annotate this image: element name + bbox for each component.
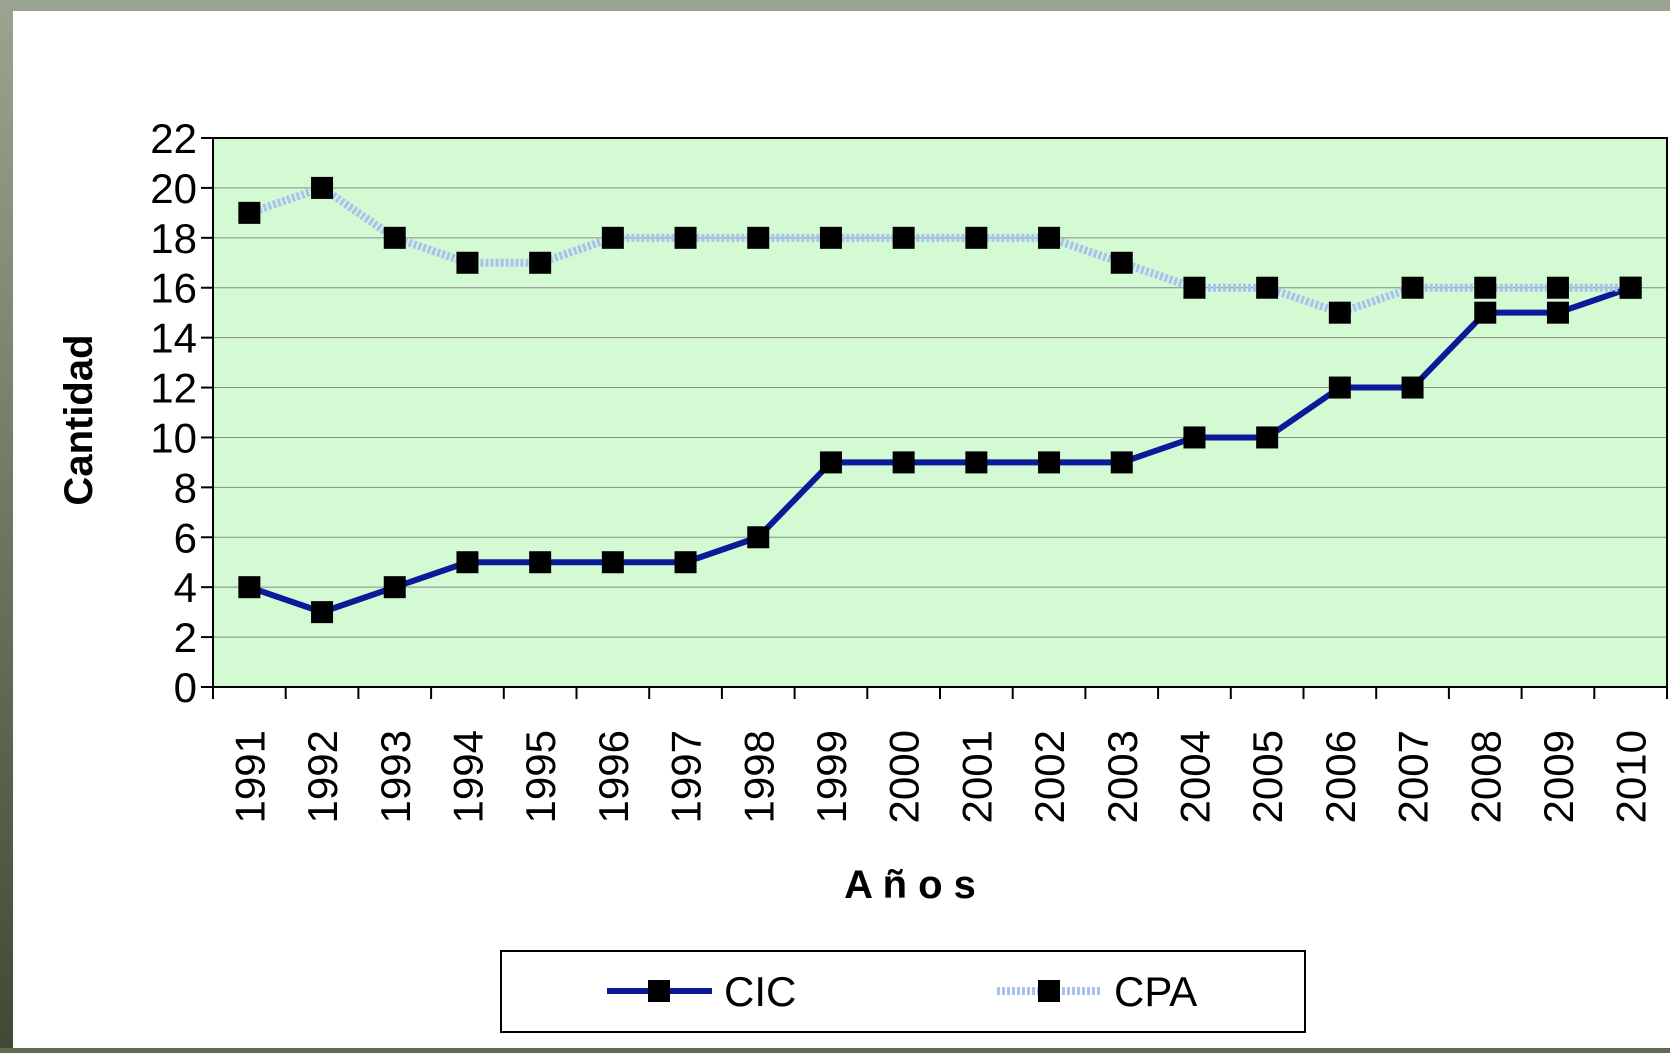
marker	[383, 576, 406, 599]
marker	[674, 226, 697, 249]
x-tick-label: 2002	[1026, 730, 1073, 823]
marker	[601, 226, 624, 249]
x-tick-label: 2010	[1608, 730, 1655, 823]
marker	[238, 576, 261, 599]
y-tick-label: 4	[174, 564, 197, 611]
marker	[965, 226, 988, 249]
y-tick-label: 8	[174, 464, 197, 511]
series-line	[248, 284, 1632, 616]
marker	[1183, 276, 1206, 299]
x-tick-label: 2007	[1390, 730, 1437, 823]
marker	[601, 551, 624, 574]
marker	[1401, 276, 1424, 299]
plot-area	[213, 138, 1667, 687]
x-tick-label: 1995	[517, 730, 564, 823]
marker	[1110, 251, 1133, 274]
x-tick-label: 2005	[1244, 730, 1291, 823]
marker	[1183, 426, 1206, 449]
marker	[456, 551, 479, 574]
marker	[1256, 276, 1279, 299]
marker	[1474, 301, 1497, 324]
x-tick-label: 1996	[590, 730, 637, 823]
marker	[965, 451, 988, 474]
x-tick-label: 2003	[1099, 730, 1146, 823]
marker	[1328, 376, 1351, 399]
y-tick-label: 10	[150, 414, 197, 461]
y-tick-label: 20	[150, 165, 197, 212]
x-tick-label: 1992	[299, 730, 346, 823]
x-axis-label: A ñ o s	[844, 863, 976, 907]
legend-marker	[648, 980, 670, 1002]
marker	[747, 526, 770, 549]
marker	[819, 451, 842, 474]
y-axis-label: Cantidad	[57, 334, 101, 505]
marker	[1619, 276, 1642, 299]
y-tick-label: 16	[150, 265, 197, 312]
x-tick-label: 1993	[372, 730, 419, 823]
marker	[238, 201, 261, 224]
marker	[311, 176, 334, 199]
x-tick-label: 1997	[663, 730, 710, 823]
y-tick-label: 22	[150, 115, 197, 162]
marker	[892, 226, 915, 249]
marker	[674, 551, 697, 574]
x-tick-label: 2009	[1535, 730, 1582, 823]
legend-marker	[1038, 980, 1060, 1002]
marker	[456, 251, 479, 274]
x-tick-label: 2006	[1317, 730, 1364, 823]
x-tick-label: 1994	[444, 730, 491, 823]
y-tick-label: 12	[150, 365, 197, 412]
x-tick-label: 2000	[881, 730, 928, 823]
marker	[1401, 376, 1424, 399]
marker	[311, 601, 334, 624]
x-tick-label: 1999	[808, 730, 855, 823]
legend-label: CIC	[724, 968, 796, 1015]
x-tick-label: 2001	[953, 730, 1000, 823]
x-tick-label: 1991	[226, 730, 273, 823]
marker	[1038, 451, 1061, 474]
y-tick-label: 6	[174, 514, 197, 561]
series-line	[248, 183, 1631, 317]
marker	[1328, 301, 1351, 324]
marker	[1110, 451, 1133, 474]
marker	[892, 451, 915, 474]
x-tick-label: 1998	[735, 730, 782, 823]
marker	[383, 226, 406, 249]
marker	[1256, 426, 1279, 449]
y-tick-label: 2	[174, 614, 197, 661]
marker	[1038, 226, 1061, 249]
x-tick-label: 2008	[1462, 730, 1509, 823]
y-tick-label: 18	[150, 215, 197, 262]
legend-label: CPA	[1114, 968, 1197, 1015]
marker	[529, 251, 552, 274]
marker	[747, 226, 770, 249]
x-tick-label: 2004	[1171, 730, 1218, 823]
marker	[529, 551, 552, 574]
marker	[1546, 301, 1569, 324]
marker	[1546, 276, 1569, 299]
marker	[819, 226, 842, 249]
marker	[1474, 276, 1497, 299]
y-tick-label: 0	[174, 664, 197, 711]
y-tick-label: 14	[150, 315, 197, 362]
